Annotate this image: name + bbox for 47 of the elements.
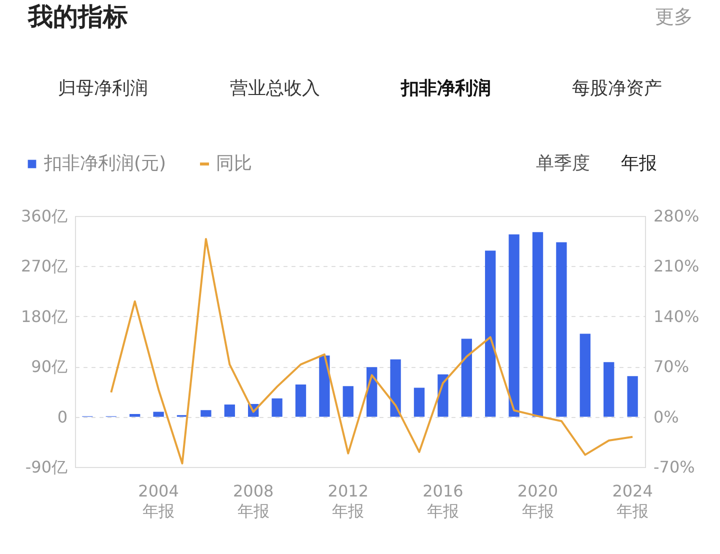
legend-label: 同比 <box>216 153 252 174</box>
bar <box>200 410 212 417</box>
text: 每股净资产 <box>572 78 662 99</box>
y-tick-label: -90亿 <box>25 458 68 476</box>
y2-tick-label: 70% <box>654 357 690 376</box>
bar <box>414 388 425 417</box>
y2-tick-label: -70% <box>654 458 695 476</box>
bar <box>508 234 520 417</box>
bar <box>604 362 614 417</box>
text: 营业总收入 <box>230 78 320 99</box>
y-tick-label: 0 <box>57 407 68 426</box>
y-tick-label: 270亿 <box>20 256 68 276</box>
bar <box>461 338 472 417</box>
bar <box>153 412 164 417</box>
y2-tick-label: 140% <box>654 306 700 326</box>
x-tick-label: 2016 年报 <box>422 482 464 520</box>
bar <box>556 242 567 417</box>
y-tick-label: 90亿 <box>31 357 68 376</box>
bar <box>319 355 330 417</box>
bar <box>580 334 590 417</box>
line-series <box>110 238 634 464</box>
bar <box>342 386 354 417</box>
bar <box>390 359 401 417</box>
bar <box>272 398 282 417</box>
x-tick-label: 2008 年报 <box>232 482 274 520</box>
text: 扣非净利润 <box>400 78 491 99</box>
bar <box>485 250 496 417</box>
chart-title: 我的指标 <box>27 2 128 31</box>
y-tick-label: 360亿 <box>20 206 68 226</box>
text: 归母净利润 <box>58 78 148 99</box>
text: 更多 <box>655 6 693 28</box>
y2-tick-label: 280% <box>654 206 700 226</box>
bar <box>627 376 638 417</box>
legend-label: 扣非净利润(元) <box>43 153 166 174</box>
bar <box>224 404 235 417</box>
bar <box>295 384 306 417</box>
y2-tick-label: 0% <box>654 407 679 426</box>
x-tick-label: 2024 年报 <box>612 482 653 520</box>
bar <box>130 414 140 417</box>
x-tick-label: 2012 年报 <box>328 482 369 520</box>
y-tick-label: 180亿 <box>20 306 68 326</box>
x-tick-label: 2020 年报 <box>517 482 558 520</box>
bar <box>532 232 544 417</box>
x-tick-label: 2004 年报 <box>138 482 179 520</box>
text: 单季度 <box>536 153 590 174</box>
text: 年报 <box>621 153 657 174</box>
y2-tick-label: 210% <box>654 256 700 276</box>
